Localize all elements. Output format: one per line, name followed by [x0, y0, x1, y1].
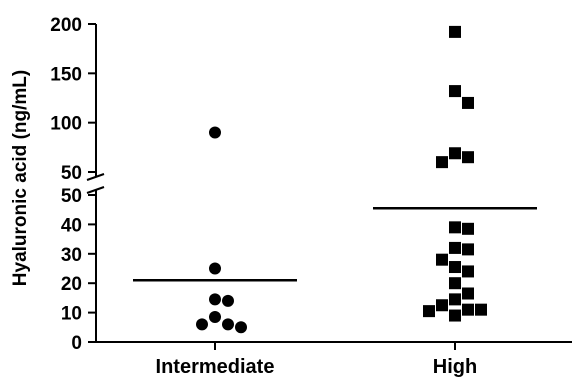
y-axis-title: Hyaluronic acid (ng/mL): [10, 70, 31, 286]
data-point-square: [462, 287, 474, 300]
y-tick-label: 20: [61, 274, 82, 295]
data-point-square: [462, 265, 474, 278]
data-point-square: [449, 261, 461, 274]
data-point-square: [449, 85, 461, 98]
y-ticks: 50 100 150 200 0 10 20 30 40 50: [50, 15, 96, 354]
data-point-square: [449, 293, 461, 306]
data-point-circle: [222, 318, 234, 331]
data-point-square: [462, 151, 474, 164]
data-point-square: [462, 222, 474, 235]
x-ticks: Intermediate High: [156, 342, 477, 378]
x-tick-label: High: [433, 356, 477, 378]
data-point-square: [423, 305, 435, 318]
y-tick-label: 150: [50, 64, 82, 85]
data-point-circle: [222, 294, 234, 307]
mean-lines: [133, 206, 537, 282]
x-tick-label: Intermediate: [156, 356, 275, 378]
y-tick-label: 40: [61, 215, 82, 236]
data-point-square: [462, 303, 474, 316]
y-tick-label: 50: [61, 186, 82, 207]
data-point-square: [449, 309, 461, 322]
data-point-square: [475, 303, 487, 316]
data-point-circle: [196, 318, 208, 331]
data-point-square: [449, 277, 461, 290]
axis-break-mark: [86, 173, 105, 181]
data-point-square: [436, 299, 448, 312]
data-point-circle: [209, 293, 221, 306]
axes: [86, 24, 572, 343]
data-point-square: [462, 243, 474, 256]
data-point-square: [449, 221, 461, 234]
data-point-circle: [209, 126, 221, 139]
data-point-circle: [209, 311, 221, 324]
data-point-square: [436, 253, 448, 266]
y-tick-label: 0: [71, 333, 82, 354]
data-point-circle: [235, 321, 247, 334]
data-point-square: [436, 156, 448, 169]
data-point-square: [449, 25, 461, 38]
data-point-circle: [209, 262, 221, 275]
y-tick-label: 10: [61, 304, 82, 325]
y-tick-label: 200: [50, 15, 82, 36]
data-point-square: [449, 147, 461, 160]
data-point-square: [449, 241, 461, 254]
y-tick-label: 100: [50, 114, 82, 135]
y-tick-label: 50: [61, 163, 82, 184]
axis-break-mark: [86, 186, 105, 194]
data-points: [196, 25, 487, 334]
data-point-square: [462, 96, 474, 109]
y-tick-label: 30: [61, 245, 82, 266]
